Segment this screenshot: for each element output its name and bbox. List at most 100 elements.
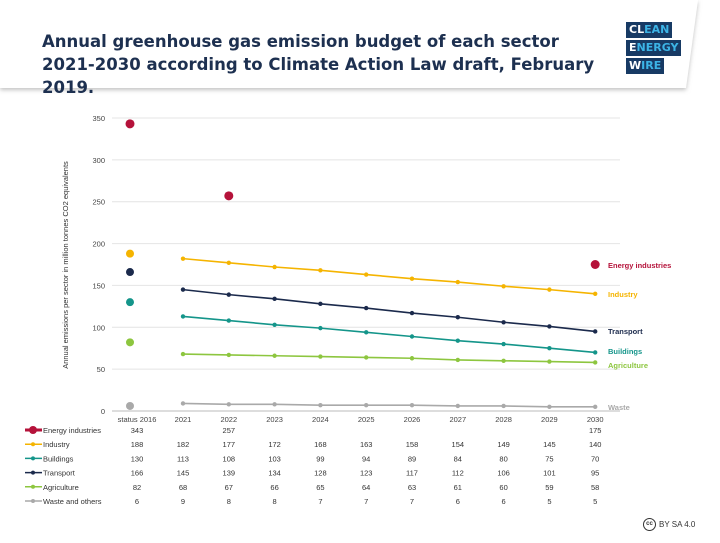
table-cell: 7 — [410, 497, 414, 506]
data-point — [226, 352, 231, 358]
table-cell: 8 — [227, 497, 231, 506]
data-point — [409, 334, 415, 339]
table-cell: 145 — [177, 469, 190, 478]
data-point — [126, 268, 134, 277]
y-tick-label: 250 — [92, 198, 105, 207]
data-point — [364, 305, 369, 311]
table-cell: 7 — [318, 497, 322, 506]
y-tick-label: 150 — [92, 281, 105, 290]
legend-label: Buildings — [43, 454, 74, 463]
data-point — [501, 358, 506, 363]
table-cell: 139 — [223, 469, 236, 478]
data-point — [318, 268, 323, 273]
data-point — [180, 287, 186, 292]
data-point — [318, 301, 323, 307]
table-cell: 108 — [223, 454, 236, 463]
table-cell: 80 — [499, 454, 507, 463]
table-cell: 5 — [593, 497, 597, 506]
cc-icon: cc — [643, 518, 656, 531]
legend-label: Industry — [43, 440, 70, 449]
table-cell: 95 — [591, 469, 599, 478]
table-cell: 67 — [225, 483, 233, 492]
data-point — [501, 403, 506, 409]
data-point — [180, 401, 186, 406]
table-cell: 9 — [181, 497, 185, 506]
x-tick-label: 2024 — [312, 415, 329, 424]
table-cell: 175 — [589, 426, 602, 435]
table-cell: 68 — [179, 483, 187, 492]
series-line-agriculture — [182, 353, 596, 364]
y-tick-label: 200 — [92, 240, 105, 249]
x-tick-label: 2022 — [220, 415, 237, 424]
series-end-label: Industry — [608, 290, 638, 299]
x-tick-label: 2025 — [358, 415, 375, 424]
y-tick-label: 0 — [101, 407, 105, 416]
series-line-industry — [182, 257, 596, 295]
data-point — [547, 287, 552, 292]
y-tick-label: 350 — [92, 114, 105, 123]
data-point — [272, 296, 277, 302]
data-point — [547, 359, 552, 364]
table-cell: 257 — [223, 426, 236, 435]
data-point — [364, 272, 369, 277]
table-cell: 154 — [452, 440, 465, 449]
x-tick-label: 2028 — [495, 415, 512, 424]
x-tick-label: 2026 — [404, 415, 421, 424]
table-cell: 59 — [545, 483, 553, 492]
data-point — [318, 402, 323, 408]
legend-marker — [31, 499, 35, 503]
table-cell: 158 — [406, 440, 419, 449]
data-point — [224, 191, 234, 201]
table-cell: 117 — [406, 469, 418, 478]
data-point — [126, 338, 134, 347]
legend-marker — [31, 484, 35, 489]
data-point — [126, 249, 134, 258]
data-point — [318, 325, 323, 331]
data-point — [547, 346, 552, 351]
series-end-label: Transport — [608, 327, 643, 336]
legend-label: Energy industries — [43, 426, 101, 435]
data-point — [272, 402, 277, 407]
data-point — [409, 276, 415, 281]
data-point — [125, 119, 135, 129]
data-point — [593, 291, 598, 296]
table-cell: 149 — [497, 440, 510, 449]
data-point — [409, 310, 415, 316]
y-tick-label: 50 — [97, 365, 105, 374]
legend-label: Waste and others — [43, 497, 102, 506]
table-cell: 7 — [364, 497, 368, 506]
table-cell: 130 — [131, 454, 144, 463]
data-point — [547, 324, 552, 329]
license-text: BY SA 4.0 — [659, 520, 696, 529]
data-point — [501, 341, 506, 347]
table-cell: 65 — [316, 483, 324, 492]
data-point — [272, 264, 277, 270]
legend-label: Agriculture — [43, 483, 79, 492]
table-cell: 89 — [408, 454, 416, 463]
table-cell: 75 — [545, 454, 553, 463]
data-point — [593, 404, 598, 410]
table-cell: 6 — [135, 497, 139, 506]
clean-energy-wire-logo: CLEAN ENERGY WIRE — [626, 22, 682, 76]
data-point — [593, 350, 598, 355]
table-cell: 163 — [360, 440, 373, 449]
data-point — [126, 401, 134, 410]
data-point — [593, 360, 598, 365]
table-cell: 64 — [362, 483, 370, 492]
table-cell: 66 — [270, 483, 278, 492]
series-line-transport — [182, 288, 596, 333]
series-end-label: Buildings — [608, 347, 642, 356]
table-cell: 166 — [131, 469, 144, 478]
legend-label: Transport — [43, 469, 76, 478]
table-cell: 6 — [456, 497, 460, 506]
table-cell: 134 — [268, 469, 281, 478]
data-point — [272, 322, 277, 327]
table-cell: 168 — [314, 440, 327, 449]
x-tick-label: 2027 — [449, 415, 466, 424]
x-tick-label: 2030 — [587, 415, 604, 424]
data-point — [455, 315, 460, 320]
data-point — [501, 320, 506, 325]
table-cell: 140 — [589, 440, 602, 449]
table-cell: 128 — [314, 469, 327, 478]
data-point — [272, 353, 277, 358]
